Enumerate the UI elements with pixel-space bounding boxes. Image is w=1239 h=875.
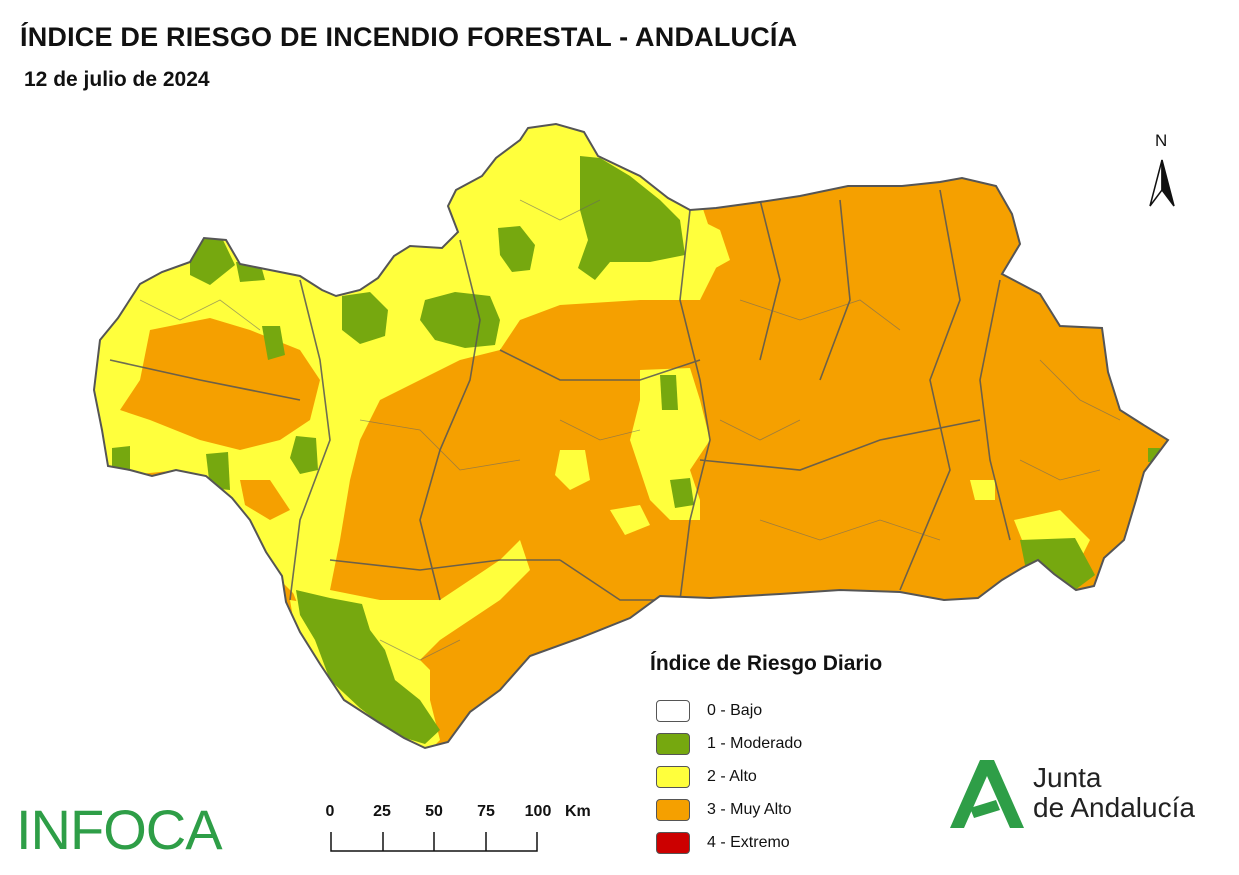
legend-item-alto: 2 - Alto [650,760,882,793]
scale-bar-graphic [330,832,538,852]
scale-unit: Km [565,803,591,820]
junta-line-2: de Andalucía [1033,792,1195,823]
legend: Índice de Riesgo Diario 0 - Bajo 1 - Mod… [650,652,882,859]
legend-swatch [656,732,690,755]
legend-swatch [656,798,690,821]
infoca-logo: INFOCA [16,798,223,861]
scale-tick-label: 50 [425,803,443,820]
junta-andalucia-logo-text: Junta de Andalucía [1033,763,1195,823]
legend-item-bajo: 0 - Bajo [650,694,882,727]
junta-line-1: Junta [1033,762,1102,793]
legend-item-muy-alto: 3 - Muy Alto [650,793,882,826]
north-label: N [1155,131,1168,150]
scale-tick-label: 0 [325,803,335,820]
legend-label: 4 - Extremo [707,833,790,851]
legend-label: 1 - Moderado [707,734,803,752]
legend-label: 2 - Alto [707,767,757,785]
legend-item-extremo: 4 - Extremo [650,826,882,859]
legend-swatch [656,831,690,854]
junta-andalucia-logo-icon [950,760,1024,828]
legend-label: 0 - Bajo [707,701,763,719]
scale-tick-label: 25 [373,803,391,820]
legend-title: Índice de Riesgo Diario [650,652,883,675]
scale-tick-label: 100 [524,803,552,820]
legend-swatch [656,765,690,788]
north-arrow-icon [1149,159,1175,207]
legend-label: 3 - Muy Alto [707,800,792,818]
scale-tick-label: 75 [477,803,495,820]
page-date: 12 de julio de 2024 [24,68,210,91]
scale-bar: 0 25 50 75 100 Km [318,800,591,860]
legend-swatch [656,699,690,722]
legend-item-moderado: 1 - Moderado [650,727,882,760]
page-title: ÍNDICE DE RIESGO DE INCENDIO FORESTAL - … [20,22,798,52]
